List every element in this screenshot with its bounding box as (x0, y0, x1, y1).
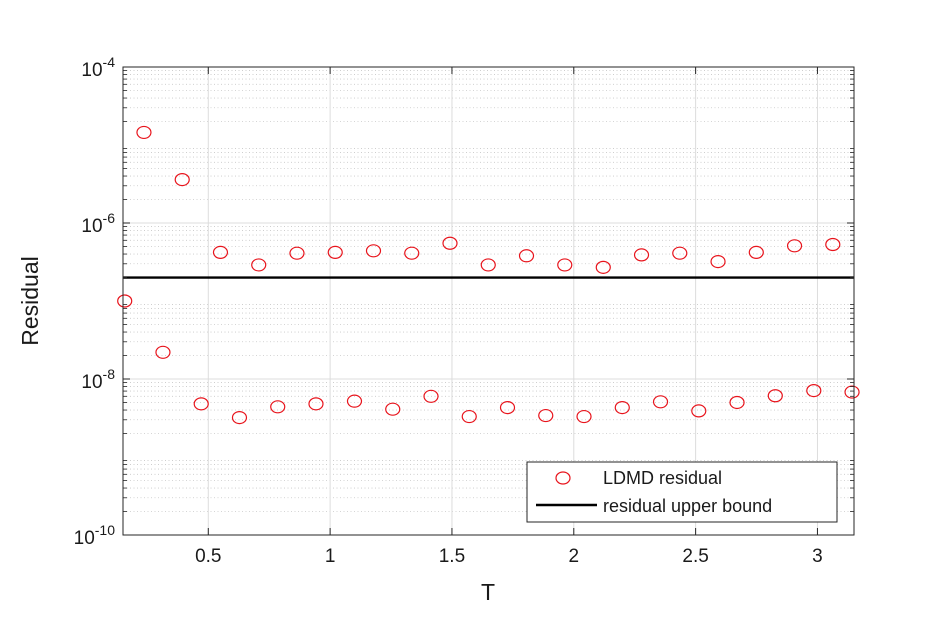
ldmd-residual-point (672, 246, 688, 260)
y-tick-label: 10-10 (74, 522, 116, 549)
x-axis-title: T (481, 579, 495, 605)
ldmd-residual-point (691, 404, 707, 418)
ldmd-residual-point (346, 394, 363, 408)
y-tick-labels: 10-10 10-8 10-6 10-4 (74, 54, 116, 549)
x-tick-label: 0.5 (195, 546, 221, 567)
ldmd-residual-point (231, 410, 248, 425)
ldmd-residual-point (844, 385, 860, 399)
ldmd-residual-point (251, 258, 267, 272)
legend-box (526, 461, 838, 523)
x-tick-label: 2 (568, 546, 579, 567)
ldmd-residual-point (308, 397, 324, 411)
ldmd-residual-point (786, 239, 803, 253)
legend: LDMD residual residual upper bound (526, 461, 838, 523)
ldmd-residual-point (480, 258, 496, 272)
ldmd-residual-point (365, 244, 382, 258)
ldmd-residual-point (193, 397, 209, 411)
ldmd-residual-point (385, 402, 401, 416)
legend-label-upper-bound: residual upper bound (603, 496, 772, 516)
x-tick-label: 2.5 (682, 546, 708, 567)
plot-frame (122, 66, 855, 536)
ldmd-residual-point (212, 245, 229, 259)
ldmd-residual-point (155, 345, 171, 359)
y-tick-label: 10-4 (81, 54, 115, 81)
ldmd-residual-point (499, 400, 516, 415)
ldmd-residual-point (518, 249, 535, 263)
ldmd-residual-point (117, 294, 133, 308)
x-tick-label: 1.5 (439, 546, 465, 567)
ldmd-residual-point (461, 409, 477, 424)
ldmd-residual-point (442, 236, 458, 250)
x-tick-label: 1 (325, 546, 336, 567)
ldmd-residual-point (327, 245, 343, 259)
ldmd-residual-point (289, 246, 305, 260)
ldmd-residual-point (729, 395, 745, 410)
ldmd-residual-point (748, 245, 764, 259)
ldmd-residual-point (652, 395, 669, 409)
x-tick-label: 3 (812, 546, 823, 567)
ldmd-residual-point (595, 260, 611, 274)
plot-area (123, 67, 854, 535)
legend-marker-ldmd (555, 471, 571, 485)
y-axis-title: Residual (17, 256, 43, 346)
ldmd-residual-point (404, 246, 420, 260)
ldmd-residual-point (806, 384, 822, 398)
ldmd-residual-point (710, 254, 726, 269)
ldmd-residual-point (557, 258, 573, 272)
y-tick-label: 10-6 (81, 210, 115, 237)
ldmd-residual-point (174, 173, 190, 187)
x-tick-labels: 0.5 1 1.5 2 2.5 3 (195, 546, 823, 567)
ldmd-residual-point (423, 389, 439, 403)
ldmd-residual-point (767, 389, 783, 403)
ldmd-residual-point (538, 408, 554, 423)
ldmd-residual-point (633, 248, 650, 262)
legend-label-ldmd: LDMD residual (603, 468, 722, 488)
ldmd-residual-point (825, 237, 841, 252)
ldmd-points-layer (117, 125, 860, 425)
ldmd-residual-point (576, 409, 592, 424)
ldmd-residual-point (614, 400, 630, 415)
ldmd-residual-point (136, 125, 152, 140)
ldmd-residual-point (270, 400, 286, 414)
y-tick-label: 10-8 (81, 366, 115, 393)
axis-ticks (123, 66, 854, 536)
